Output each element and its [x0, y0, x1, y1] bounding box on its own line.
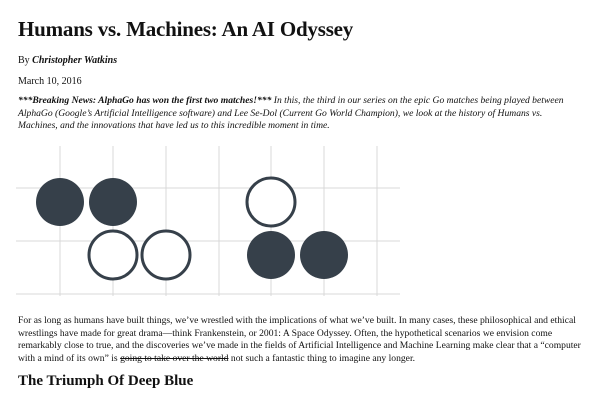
body-text-part2: not such a fantastic thing to imagine an…: [228, 352, 416, 364]
go-board-illustration: [16, 146, 400, 296]
intro-text: In this, the third in our series on the …: [18, 95, 564, 131]
breaking-news: ***Breaking News: AlphaGo has won the fi…: [18, 95, 272, 106]
article: Humans vs. Machines: An AI Odyssey By Ch…: [18, 16, 584, 133]
article-title: Humans vs. Machines: An AI Odyssey: [18, 17, 354, 41]
author-name: Christopher Watkins: [32, 55, 118, 66]
body-paragraph: For as long as humans have built things,…: [18, 315, 584, 365]
body-text-part1: For as long as humans have built things,…: [18, 315, 581, 364]
go-board: [16, 146, 400, 296]
black-stone: [247, 231, 295, 279]
publish-date: March 10, 2016: [18, 76, 82, 87]
black-stone: [89, 178, 137, 226]
section-heading: The Triumph Of Deep Blue: [18, 373, 194, 389]
white-stone: [245, 176, 297, 228]
white-stone: [87, 229, 139, 281]
byline: By Christopher Watkins: [18, 54, 584, 67]
white-stone: [140, 229, 192, 281]
intro-paragraph: ***Breaking News: AlphaGo has won the fi…: [18, 95, 584, 133]
black-stone: [300, 231, 348, 279]
byline-prefix: By: [18, 55, 33, 66]
struck-text: going to take over the world: [120, 352, 229, 364]
black-stone: [36, 178, 84, 226]
